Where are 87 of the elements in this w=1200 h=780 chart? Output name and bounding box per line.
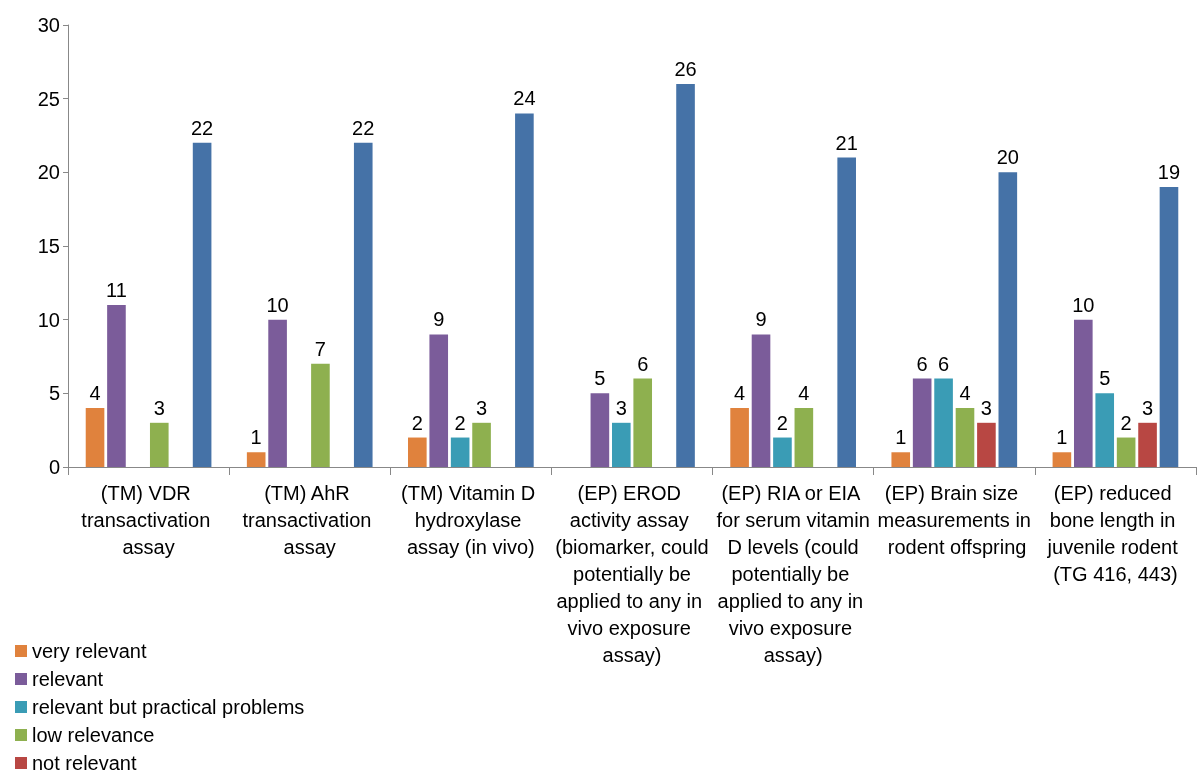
data-label: 10	[266, 293, 289, 316]
bar	[934, 378, 953, 467]
x-tick-label: (EP) Brain size measurements in rodent offspring	[877, 481, 1031, 558]
bar	[450, 437, 470, 467]
data-label: 3	[153, 396, 165, 419]
bar	[246, 452, 266, 467]
bar	[1095, 393, 1115, 467]
bar	[1138, 422, 1157, 467]
legend-label: very relevant	[32, 640, 147, 662]
y-tick-label: 5	[48, 382, 60, 405]
data-label: 2	[454, 411, 466, 434]
bar	[472, 422, 491, 467]
data-label: 4	[734, 382, 746, 405]
bar	[1052, 452, 1072, 467]
bar	[85, 408, 105, 467]
bar	[311, 363, 330, 467]
bar	[773, 437, 792, 467]
data-label: 4	[89, 382, 101, 405]
data-label: 5	[1099, 367, 1111, 390]
bar	[192, 142, 212, 467]
bar	[998, 172, 1018, 467]
data-label: 4	[798, 382, 810, 405]
legend-label: relevant but practical problems	[32, 696, 305, 718]
data-label: 2	[776, 411, 788, 434]
bar	[1159, 187, 1179, 467]
data-label: 1	[895, 426, 907, 449]
data-label: 9	[433, 308, 445, 331]
bar	[1116, 437, 1136, 467]
bar	[149, 422, 169, 467]
bar	[268, 319, 287, 467]
data-label: 1	[250, 426, 262, 449]
data-label: 3	[1141, 396, 1154, 419]
data-label: 22	[190, 116, 214, 139]
y-tick-label: 20	[37, 161, 60, 184]
bar	[730, 408, 749, 467]
data-label: 3	[615, 396, 627, 419]
bar	[429, 334, 449, 467]
data-label: 4	[959, 382, 971, 405]
y-tick-label: 15	[37, 235, 60, 257]
bar	[837, 157, 856, 467]
data-label: 6	[637, 352, 649, 375]
data-label: 26	[674, 57, 697, 80]
bar	[590, 393, 610, 467]
data-label: 19	[1157, 161, 1181, 184]
y-tick-label: 10	[37, 308, 60, 331]
data-label: 20	[996, 146, 1019, 169]
data-label: 10	[1072, 293, 1095, 316]
bar	[794, 408, 814, 467]
y-tick-label: 25	[37, 87, 60, 110]
bar	[977, 422, 996, 467]
data-label: 11	[106, 278, 127, 301]
data-label: 3	[980, 396, 992, 419]
bar	[751, 334, 771, 467]
x-tick-label: (EP) reduced bone length in juvenile rodent (TG 416, 443)	[1046, 481, 1184, 585]
bar	[353, 142, 373, 467]
data-label: 24	[513, 87, 536, 110]
data-label: 22	[352, 116, 375, 139]
data-label: 7	[314, 337, 326, 360]
bar	[611, 422, 631, 467]
legend-label: not relevant	[32, 752, 137, 774]
x-tick-label: (TM) Vitamin D hydroxylase assay (in vivo)	[401, 481, 541, 558]
x-tick-label: (TM) AhR transactivation assay	[242, 481, 377, 558]
data-label: 5	[594, 367, 606, 390]
data-label: 3	[476, 396, 488, 419]
x-tick-label: (EP) EROD activity assay (biomarker, could potentially be applied to any in vivo exposure assay)	[555, 481, 709, 666]
data-label: 6	[916, 352, 928, 375]
bar	[676, 83, 695, 467]
bar	[107, 304, 126, 467]
data-label: 6	[938, 352, 950, 375]
y-tick-label: 0	[48, 456, 60, 478]
data-label: 1	[1056, 426, 1068, 449]
legend-label: low relevance	[32, 724, 155, 746]
data-label: 9	[755, 308, 767, 331]
bar	[891, 452, 911, 467]
data-label: 2	[411, 411, 423, 434]
y-tick-label: 30	[37, 14, 60, 36]
bar	[912, 378, 932, 467]
bar	[955, 408, 975, 467]
data-label: 2	[1120, 411, 1132, 434]
bar	[515, 113, 534, 467]
bar	[633, 378, 653, 467]
x-tick-label: (TM) VDR transactivation assay	[81, 481, 216, 558]
legend-label: relevant	[32, 668, 104, 690]
bar	[1074, 319, 1093, 467]
x-tick-label: (EP) RIA or EIA for serum vitamin D levels (could potentially be applied to any in vivo exposure assay)	[716, 481, 870, 666]
data-label: 21	[835, 131, 858, 154]
bar	[408, 437, 427, 467]
